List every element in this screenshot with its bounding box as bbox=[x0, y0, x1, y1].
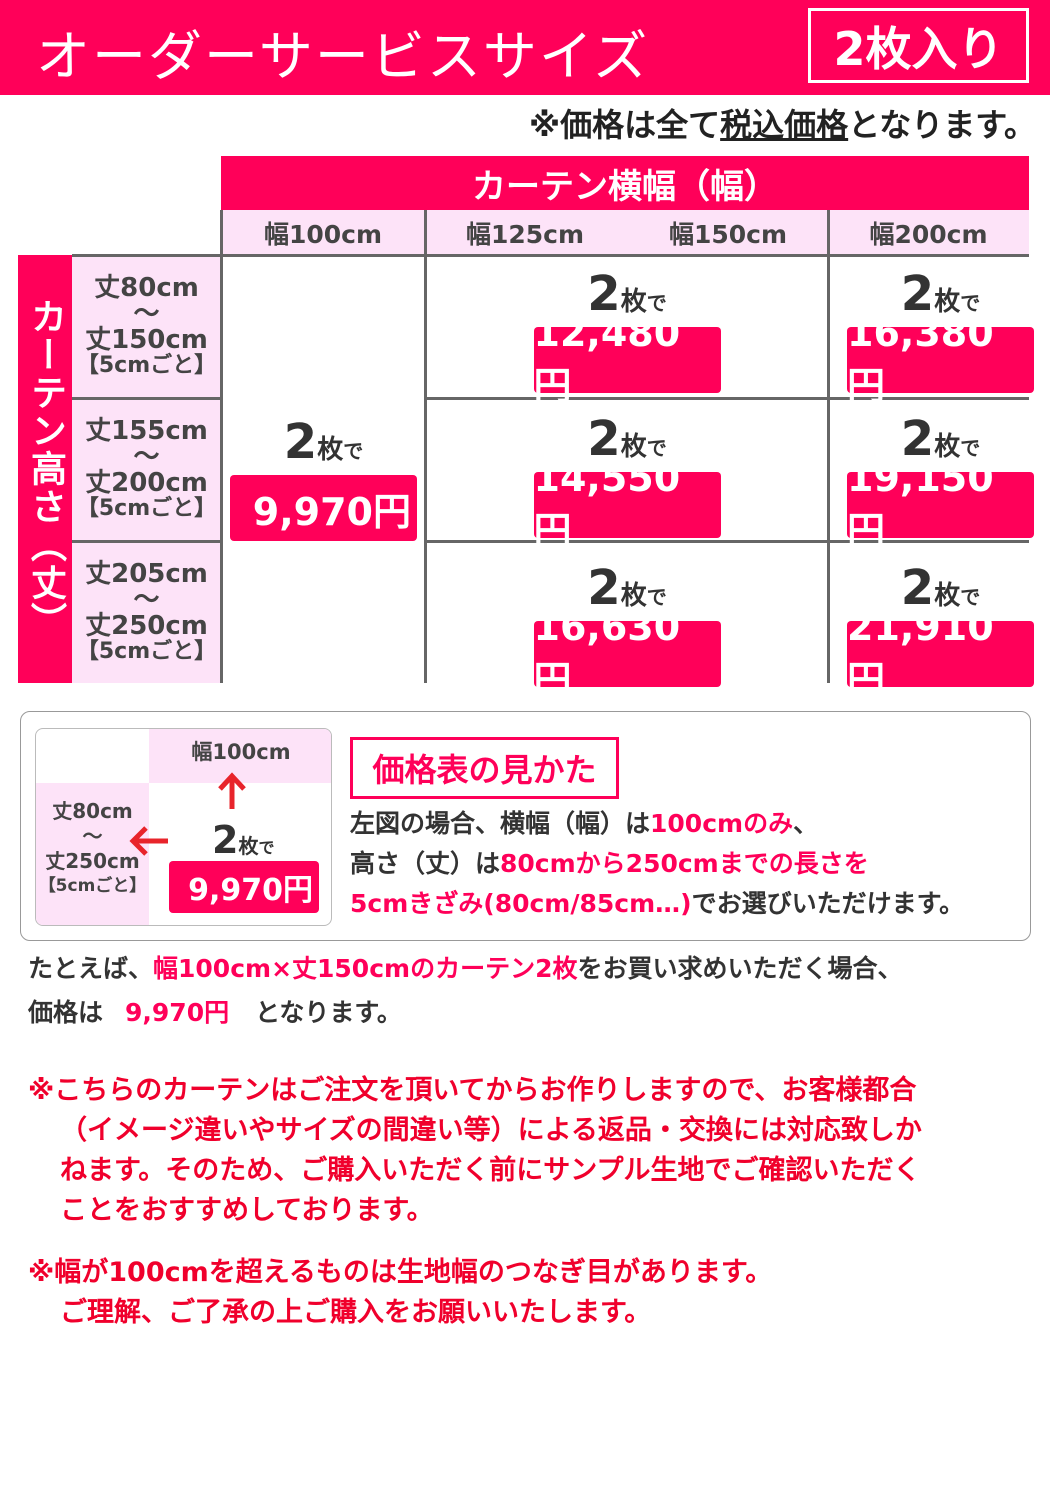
notice-seam: ※幅が100cmを超えるものは生地幅のつなぎ目があります。 ご理解、ご了承の上ご… bbox=[28, 1257, 773, 1328]
quantity-badge: 2枚入り bbox=[808, 8, 1029, 83]
row-tilde: ～ bbox=[133, 299, 160, 329]
column-header-row bbox=[221, 210, 1029, 255]
row-from: 丈205cm bbox=[85, 559, 208, 589]
col-200: 幅200cm bbox=[869, 219, 988, 249]
divider bbox=[424, 210, 427, 683]
price-cell-125-150-row1: 2枚で 12,480円 bbox=[427, 266, 827, 408]
row-from: 丈80cm bbox=[94, 273, 199, 303]
row-to: 丈250cm bbox=[85, 611, 208, 641]
qty-label: 2枚で bbox=[587, 266, 667, 322]
row-from: 丈155cm bbox=[85, 416, 208, 446]
price-badge: 14,550円 bbox=[533, 456, 721, 553]
tax-note-prefix: ※価格は全て bbox=[529, 106, 721, 144]
row-label-3: 丈205cm ～丈250cm 【5cmごと】 bbox=[72, 543, 221, 683]
row-header-column bbox=[72, 255, 221, 683]
qty-label: 2枚で bbox=[900, 266, 981, 322]
guide-box bbox=[20, 711, 1031, 941]
price-cell-125-150-row2: 2枚で 14,550円 bbox=[427, 411, 827, 553]
divider bbox=[425, 540, 1029, 543]
arrow-left-icon bbox=[129, 826, 168, 856]
row-tilde: ～ bbox=[133, 585, 160, 615]
price-cell-200-row3: 2枚で 21,910円 bbox=[847, 560, 1034, 702]
tax-note-underlined: 税込価格 bbox=[720, 106, 849, 144]
price-badge: 16,380円 bbox=[847, 311, 1034, 408]
row-label-1: 丈80cm ～丈150cm 【5cmごと】 bbox=[72, 257, 221, 397]
mini-table: 幅100cm 丈80cm ～丈250cm 【5cmごと】 2枚で 9,970円 bbox=[35, 728, 332, 926]
price-badge: 19,150円 bbox=[847, 456, 1034, 553]
price-cell-125-150-row3: 2枚で 16,630円 bbox=[427, 560, 827, 702]
divider bbox=[72, 397, 221, 400]
qty-label: 2枚で bbox=[900, 560, 981, 616]
col-125: 幅125cm bbox=[465, 219, 585, 249]
divider bbox=[220, 210, 223, 683]
page-title: オーダーサービスサイズ bbox=[36, 25, 650, 88]
price-badge: 12,480円 bbox=[533, 311, 721, 408]
mini-col-header bbox=[149, 729, 331, 783]
col-150: 幅150cm bbox=[668, 219, 788, 249]
mini-row-header bbox=[36, 783, 149, 925]
mini-width-label: 幅100cm bbox=[191, 740, 291, 764]
price-cell-200-row1: 2枚で 16,380円 bbox=[847, 266, 1034, 408]
row-tilde: ～ bbox=[133, 442, 160, 472]
qty-label: 2枚で bbox=[587, 560, 667, 616]
mini-price: 9,970円 bbox=[169, 861, 319, 913]
height-header: カーテン高さ（丈） bbox=[18, 255, 72, 683]
notice-return: ※こちらのカーテンはご注文を頂いてからお作りしますので、お客様都合 （イメージ違… bbox=[28, 1075, 922, 1226]
divider bbox=[425, 397, 1029, 400]
guide-title: 価格表の見かた bbox=[350, 737, 619, 799]
guide-text: 左図の場合、横幅（幅）は100cmのみ、 高さ（丈）は80cmから250cmまで… bbox=[350, 809, 965, 918]
tax-note-suffix: となります。 bbox=[848, 106, 1036, 144]
qty-label: 2枚で bbox=[900, 411, 981, 467]
divider bbox=[72, 254, 1029, 257]
row-to: 丈200cm bbox=[85, 468, 208, 498]
arrow-up-icon bbox=[218, 772, 246, 809]
mini-row-label: 丈80cm ～丈250cm 【5cmごと】 bbox=[38, 799, 147, 896]
price-cell-200-row2: 2枚で 19,150円 bbox=[847, 411, 1034, 553]
header-bar bbox=[0, 0, 1050, 95]
col-100: 幅100cm bbox=[263, 219, 383, 249]
mini-qty: 2枚で bbox=[212, 818, 275, 862]
row-step: 【5cmごと】 bbox=[76, 353, 217, 378]
divider bbox=[72, 540, 221, 543]
price-cell-100: 2枚で 9,970円 bbox=[223, 418, 424, 541]
width-header: カーテン横幅（幅） bbox=[221, 156, 1029, 210]
tax-note: ※価格は全て税込価格となります。 bbox=[529, 100, 1036, 146]
row-to: 丈150cm bbox=[85, 325, 208, 355]
qty-label: 2枚で bbox=[587, 411, 667, 467]
row-step: 【5cmごと】 bbox=[76, 496, 217, 521]
example-text: たとえば、幅100cm×丈150cmのカーテン2枚をお買い求めいただく場合、 価… bbox=[28, 954, 903, 1027]
price-badge: 16,630円 bbox=[533, 605, 721, 702]
divider bbox=[827, 210, 830, 683]
qty-label: 2枚で bbox=[283, 414, 364, 470]
price-badge: 21,910円 bbox=[847, 605, 1034, 702]
price-badge: 9,970円 bbox=[230, 475, 417, 541]
row-label-2: 丈155cm ～丈200cm 【5cmごと】 bbox=[72, 400, 221, 540]
row-step: 【5cmごと】 bbox=[76, 639, 217, 664]
